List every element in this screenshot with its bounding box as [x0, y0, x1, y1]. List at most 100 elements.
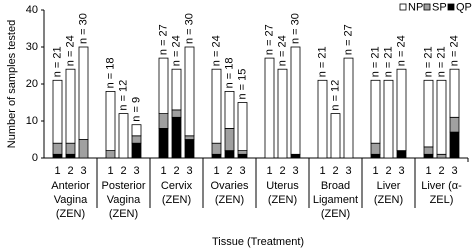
bar-segment — [105, 150, 116, 159]
n-annotation: n = 24 — [395, 35, 407, 66]
bar-segment — [383, 79, 394, 159]
bar-segment — [396, 150, 407, 159]
bar-segment — [65, 153, 76, 159]
bar-segment — [449, 131, 460, 159]
bar-segment — [52, 153, 63, 159]
bar-label: 2 — [279, 165, 285, 177]
bar-segment — [277, 68, 288, 159]
legend-swatch — [447, 3, 455, 11]
group-label: Anterior — [51, 180, 90, 192]
bar-segment — [237, 153, 248, 159]
bar-segment — [171, 109, 182, 118]
bar-label: 2 — [226, 165, 232, 177]
group-label: Uterus — [266, 180, 299, 192]
bar-label: 3 — [186, 165, 192, 177]
group-label: Cervix — [161, 180, 193, 192]
n-annotation: n = 24 — [210, 35, 222, 66]
bar-segment — [436, 153, 447, 159]
bar-segment — [237, 150, 248, 155]
bar-segment — [290, 46, 301, 155]
bar-segment — [52, 142, 63, 155]
bar-label: 2 — [120, 165, 126, 177]
bar-segment — [118, 113, 129, 159]
group-label: Ligament — [313, 194, 358, 206]
n-annotation: n = 24 — [448, 35, 460, 66]
n-annotation: n = 21 — [422, 46, 434, 77]
bar-segment — [184, 139, 195, 159]
bar-label: 3 — [398, 165, 404, 177]
bar-segment — [317, 79, 328, 159]
bar-label: 1 — [266, 165, 272, 177]
bar-segment — [436, 79, 447, 155]
n-annotation: n = 9 — [130, 97, 142, 122]
bar-segment — [224, 91, 235, 129]
bar-segment — [131, 135, 142, 144]
legend-label: NP — [408, 1, 423, 13]
n-annotation: n = 21 — [369, 46, 381, 77]
y-axis-label: Number of samples tested — [6, 20, 18, 148]
bar-segment — [184, 135, 195, 140]
n-annotation: n = 15 — [236, 69, 248, 100]
legend-label: SP — [432, 1, 447, 13]
bar-segment — [449, 68, 460, 118]
bar-label: 1 — [107, 165, 113, 177]
n-annotation: n = 21 — [382, 46, 394, 77]
group-label: (ZEN) — [215, 194, 244, 206]
bar-label: 1 — [54, 165, 60, 177]
y-tick-label: 0 — [32, 152, 38, 164]
bar-segment — [78, 139, 89, 159]
group-label: ZEL) — [430, 194, 454, 206]
bar-segment — [449, 116, 460, 133]
group-label: Ovaries — [211, 180, 249, 192]
group-label: (ZEN) — [268, 194, 297, 206]
y-tick-label: 30 — [26, 41, 38, 53]
y-tick-label: 40 — [26, 4, 38, 16]
bar-segment — [65, 68, 76, 144]
bar-label: 3 — [345, 165, 351, 177]
group-label: Vagina — [54, 194, 88, 206]
bar-label: 1 — [319, 165, 325, 177]
bar-label: 2 — [173, 165, 179, 177]
bar-segment — [423, 153, 434, 159]
bar-label: 3 — [451, 165, 457, 177]
bar-segment — [330, 113, 341, 159]
bar-segment — [224, 127, 235, 151]
bar-segment — [423, 79, 434, 148]
bar-segment — [184, 46, 195, 137]
bar-label: 1 — [372, 165, 378, 177]
bar-segment — [131, 142, 142, 159]
group-label: (ZEN) — [56, 208, 85, 220]
bar-label: 3 — [80, 165, 86, 177]
n-annotation: n = 30 — [289, 13, 301, 44]
group-label: (ZEN) — [321, 208, 350, 220]
bar-segment — [158, 57, 169, 114]
n-annotation: n = 27 — [263, 24, 275, 55]
bar-segment — [264, 57, 275, 159]
bar-segment — [290, 153, 301, 159]
bar-segment — [158, 113, 169, 129]
legend-label: QP — [456, 1, 472, 13]
bar-segment — [370, 153, 381, 159]
n-annotation: n = 21 — [435, 46, 447, 77]
bar-label: 3 — [292, 165, 298, 177]
group-label: Vagina — [107, 194, 141, 206]
n-annotation: n = 21 — [316, 46, 328, 77]
legend-swatch — [423, 3, 431, 11]
bar-segment — [370, 142, 381, 155]
bar-label: 2 — [67, 165, 73, 177]
bar-segment — [211, 68, 222, 144]
bar-label: 1 — [160, 165, 166, 177]
bar-segment — [131, 124, 142, 137]
n-annotation: n = 24 — [276, 35, 288, 66]
bar-label: 2 — [385, 165, 391, 177]
bar-segment — [211, 142, 222, 155]
n-annotation: n = 21 — [51, 46, 63, 77]
bar-label: 2 — [332, 165, 338, 177]
n-annotation: n = 18 — [223, 58, 235, 89]
n-annotation: n = 27 — [157, 24, 169, 55]
bar-segment — [158, 127, 169, 159]
bar-segment — [237, 102, 248, 151]
legend-swatch — [399, 3, 407, 11]
group-label: Posterior — [101, 180, 145, 192]
bar-label: 2 — [438, 165, 444, 177]
